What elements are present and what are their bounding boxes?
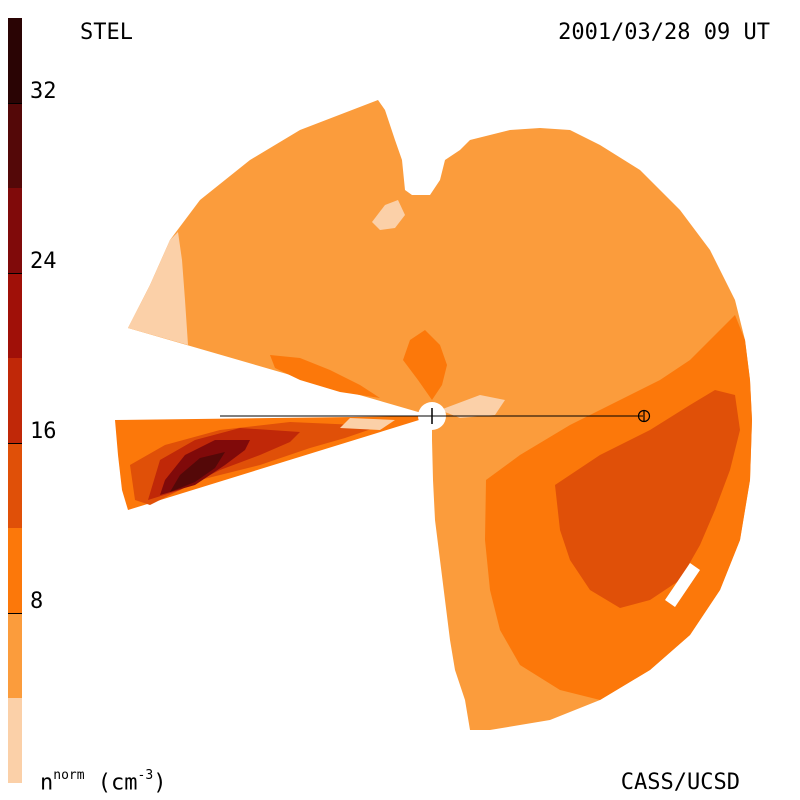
colorbar-level-0: [8, 698, 22, 783]
density-light-streak: [440, 395, 505, 418]
colorbar-tick: [8, 443, 22, 445]
density-light-streak-left: [340, 418, 395, 430]
data-gap-notch: [665, 563, 700, 607]
instrument-label: STEL: [80, 20, 133, 45]
density-region-high-right: [555, 390, 740, 608]
colorbar: [8, 18, 22, 783]
unit-sup: norm: [53, 768, 85, 783]
colorbar-level-3: [8, 443, 22, 528]
colorbar-tick-label: 8: [30, 589, 44, 614]
unit-label: nnorm (cm-3): [40, 768, 167, 796]
density-region-low-upper-left: [128, 232, 188, 345]
timestamp-label: 2001/03/28 09 UT: [558, 20, 770, 45]
unit-base: n: [40, 770, 54, 796]
colorbar-level-4: [8, 358, 22, 443]
colorbar-level-2: [8, 528, 22, 613]
colorbar-tick-label: 24: [30, 249, 57, 274]
unit-close: ): [153, 770, 167, 796]
density-wedge-left-peak: [170, 452, 225, 492]
colorbar-level-7: [8, 103, 22, 188]
unit-exp: -3: [137, 768, 154, 783]
colorbar-level-1: [8, 613, 22, 698]
colorbar-tick: [8, 273, 22, 275]
colorbar-tick-label: 16: [30, 419, 57, 444]
colorbar-tick: [8, 103, 22, 105]
unit-rest: (cm: [84, 770, 138, 796]
credit-label: CASS/UCSD: [620, 770, 740, 795]
colorbar-level-8: [8, 18, 22, 103]
colorbar-tick-label: 32: [30, 79, 57, 104]
colorbar-tick: [8, 613, 22, 615]
density-region-left-upper: [270, 355, 380, 398]
density-plume-north: [403, 330, 447, 400]
colorbar-level-5: [8, 273, 22, 358]
density-light-patch-north: [372, 200, 405, 230]
colorbar-level-6: [8, 188, 22, 273]
